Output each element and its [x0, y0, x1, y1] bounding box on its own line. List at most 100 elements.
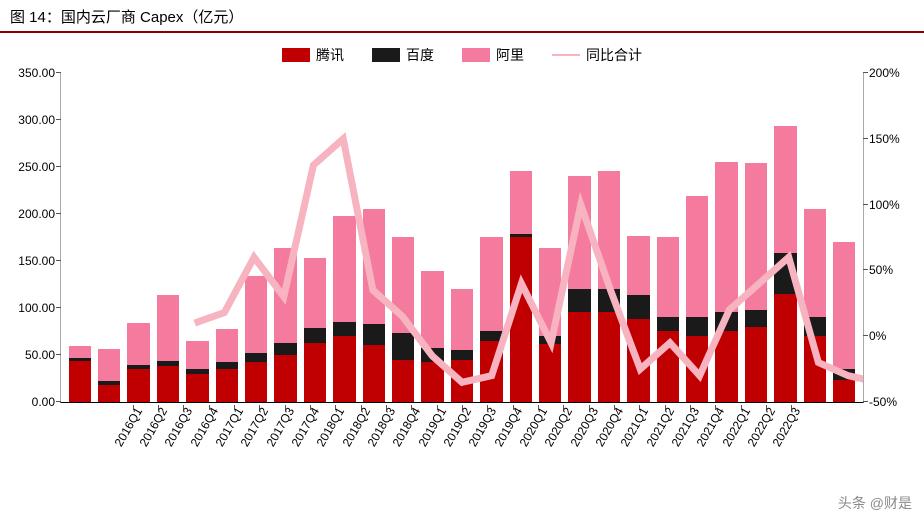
bar-segment-alibaba	[69, 346, 91, 357]
bar-slot	[771, 73, 800, 402]
bar-slot	[477, 73, 506, 402]
y-left-tick	[56, 213, 61, 214]
bar-segment-tencent	[715, 331, 737, 402]
bar-slot	[241, 73, 270, 402]
bar-segment-tencent	[333, 336, 355, 402]
legend-item-alibaba: 阿里	[462, 45, 524, 65]
bar-stack	[392, 237, 414, 402]
chart-title: 图 14：国内云厂商 Capex（亿元）	[0, 0, 924, 33]
y-left-tick-label: 250.00	[18, 160, 61, 174]
bar-segment-tencent	[480, 341, 502, 402]
bar-slot	[594, 73, 623, 402]
y-left-tick-label: 150.00	[18, 254, 61, 268]
bar-segment-alibaba	[804, 209, 826, 317]
legend-label-tencent: 腾讯	[316, 45, 344, 65]
y-right-tick	[863, 269, 868, 270]
bar-stack	[127, 323, 149, 402]
bar-segment-baidu	[774, 253, 796, 294]
watermark: 头条 @财是	[838, 493, 912, 513]
bar-stack	[480, 237, 502, 402]
bar-stack	[157, 295, 179, 402]
y-left-tick	[56, 260, 61, 261]
bar-segment-baidu	[539, 336, 561, 344]
bar-segment-alibaba	[304, 258, 326, 329]
bar-slot	[447, 73, 476, 402]
bar-segment-baidu	[833, 369, 855, 380]
legend-label-alibaba: 阿里	[496, 45, 524, 65]
bar-stack	[333, 216, 355, 402]
bar-stack	[539, 248, 561, 402]
bar-segment-tencent	[421, 362, 443, 402]
bar-segment-alibaba	[421, 271, 443, 348]
bar-segment-alibaba	[715, 162, 737, 313]
bar-segment-baidu	[568, 289, 590, 313]
bar-segment-alibaba	[833, 242, 855, 369]
bar-slot	[683, 73, 712, 402]
bar-segment-alibaba	[627, 236, 649, 295]
bar-slot	[830, 73, 859, 402]
y-left-tick-label: 100.00	[18, 301, 61, 315]
bar-stack	[274, 248, 296, 402]
legend-label-baidu: 百度	[406, 45, 434, 65]
bar-segment-baidu	[333, 322, 355, 336]
legend: 腾讯 百度 阿里 同比合计	[0, 33, 924, 73]
bar-segment-baidu	[804, 317, 826, 336]
bar-stack	[245, 276, 267, 402]
y-right-tick-label: 100%	[863, 198, 900, 212]
legend-swatch-yoy	[552, 54, 580, 56]
bar-segment-tencent	[274, 355, 296, 402]
bar-slot	[506, 73, 535, 402]
bar-stack	[715, 162, 737, 402]
legend-item-baidu: 百度	[372, 45, 434, 65]
chart-area: 0.0050.00100.00150.00200.00250.00300.003…	[60, 73, 864, 403]
bar-stack	[186, 341, 208, 402]
bar-segment-alibaba	[98, 349, 120, 381]
bar-segment-baidu	[451, 350, 473, 359]
bar-slot	[271, 73, 300, 402]
bar-stack	[98, 349, 120, 402]
bar-stack	[510, 171, 532, 402]
bar-segment-tencent	[598, 312, 620, 402]
bar-slot	[94, 73, 123, 402]
legend-swatch-baidu	[372, 48, 400, 62]
bar-slot	[124, 73, 153, 402]
bar-stack	[69, 346, 91, 402]
bar-slot	[330, 73, 359, 402]
bar-segment-baidu	[480, 331, 502, 340]
bar-slot	[800, 73, 829, 402]
bar-slot	[183, 73, 212, 402]
bar-slot	[300, 73, 329, 402]
bar-segment-alibaba	[745, 163, 767, 309]
bar-segment-tencent	[157, 366, 179, 402]
y-left-tick-label: 50.00	[25, 348, 61, 362]
bar-slot	[565, 73, 594, 402]
bar-segment-tencent	[774, 294, 796, 402]
bar-slot	[153, 73, 182, 402]
bar-slot	[712, 73, 741, 402]
y-left-tick	[56, 401, 61, 402]
bar-slot	[741, 73, 770, 402]
bar-segment-tencent	[216, 369, 238, 402]
y-right-tick-label: 150%	[863, 132, 900, 146]
y-left-tick	[56, 166, 61, 167]
y-right-tick	[863, 204, 868, 205]
bar-segment-alibaba	[598, 171, 620, 289]
y-right-tick	[863, 72, 868, 73]
bar-segment-tencent	[804, 336, 826, 402]
bar-stack	[451, 289, 473, 402]
bar-segment-baidu	[245, 353, 267, 362]
y-right-tick-label: 0%	[863, 329, 886, 343]
bar-stack	[745, 163, 767, 402]
bar-segment-tencent	[451, 360, 473, 402]
bar-segment-alibaba	[333, 216, 355, 322]
bar-segment-baidu	[657, 317, 679, 331]
bar-slot	[418, 73, 447, 402]
bar-segment-tencent	[833, 380, 855, 402]
legend-swatch-alibaba	[462, 48, 490, 62]
bar-segment-tencent	[392, 360, 414, 402]
bar-segment-alibaba	[392, 237, 414, 333]
y-left-tick	[56, 307, 61, 308]
bar-segment-alibaba	[186, 341, 208, 369]
legend-swatch-tencent	[282, 48, 310, 62]
bar-segment-tencent	[186, 374, 208, 402]
